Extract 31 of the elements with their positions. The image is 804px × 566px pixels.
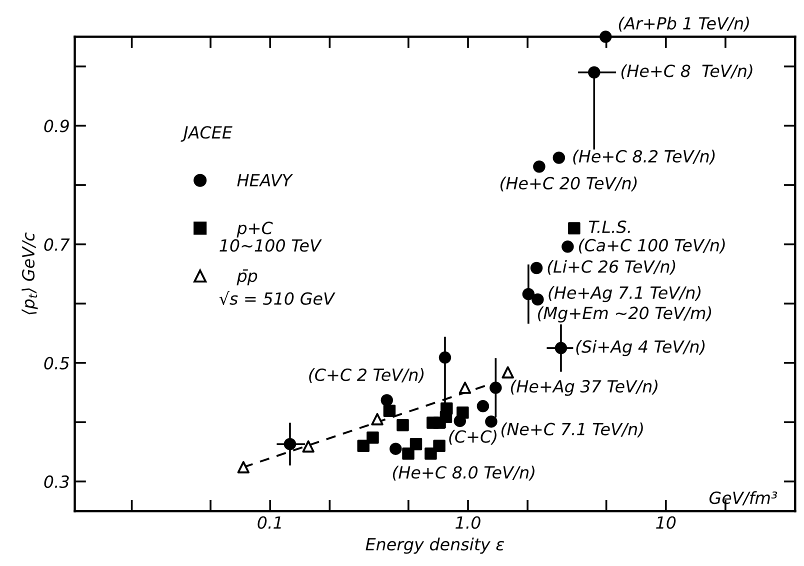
annotation: T.L.S. <box>588 220 630 234</box>
legend-label: HEAVY <box>237 174 294 186</box>
legend-label: p+C <box>236 222 273 238</box>
annotation: (He+C 8.2 TeV/n) <box>573 150 715 165</box>
annotation: (C+C 2 TeV/n) <box>309 368 424 384</box>
annotation: (He+C 8.0 TeV/n) <box>392 466 534 481</box>
annotation: (He+C 20 TeV/n) <box>500 176 637 192</box>
x-tick-label: 10 <box>656 516 676 529</box>
y-tick-label: 0.3 <box>44 475 69 488</box>
x-axis-title: Energy density ε <box>366 538 504 554</box>
annotation: (Mg+Em ~20 TeV/m) <box>538 306 712 323</box>
y-tick-label: 0.9 <box>44 120 69 132</box>
x-tick-label: 1.0 <box>456 516 480 529</box>
annotation: 10~100 TeV <box>220 239 322 252</box>
y-tick-label: 0.7 <box>44 238 70 251</box>
annotation: (He+Ag 7.1 TeV/n) <box>548 286 701 302</box>
annotation: (He+C 8 TeV/n) <box>621 64 752 80</box>
annotation: (Si+Ag 4 TeV/n) <box>576 340 705 356</box>
annotation: (Ar+Pb 1 TeV/n) <box>618 16 749 32</box>
legend-label: p̄p <box>236 269 258 286</box>
annotation: GeV/fm³ <box>709 491 778 506</box>
y-axis-title: ⟨p$_{t}$⟩ GeV/c <box>22 232 38 314</box>
annotation: (Ca+C 100 TeV/n) <box>578 238 725 254</box>
annotation: √s = 510 GeV <box>219 291 336 305</box>
annotation: (He+Ag 37 TeV/n) <box>510 380 658 396</box>
annotation: (Li+C 26 TeV/n) <box>548 260 676 275</box>
annotation: (C+C) <box>449 430 496 445</box>
annotation: (Ne+C 7.1 TeV/n) <box>502 422 643 438</box>
y-tick-label: 0.5 <box>44 356 69 370</box>
legend-title: JACEE <box>180 126 232 142</box>
x-tick-label: 0.1 <box>258 516 281 529</box>
